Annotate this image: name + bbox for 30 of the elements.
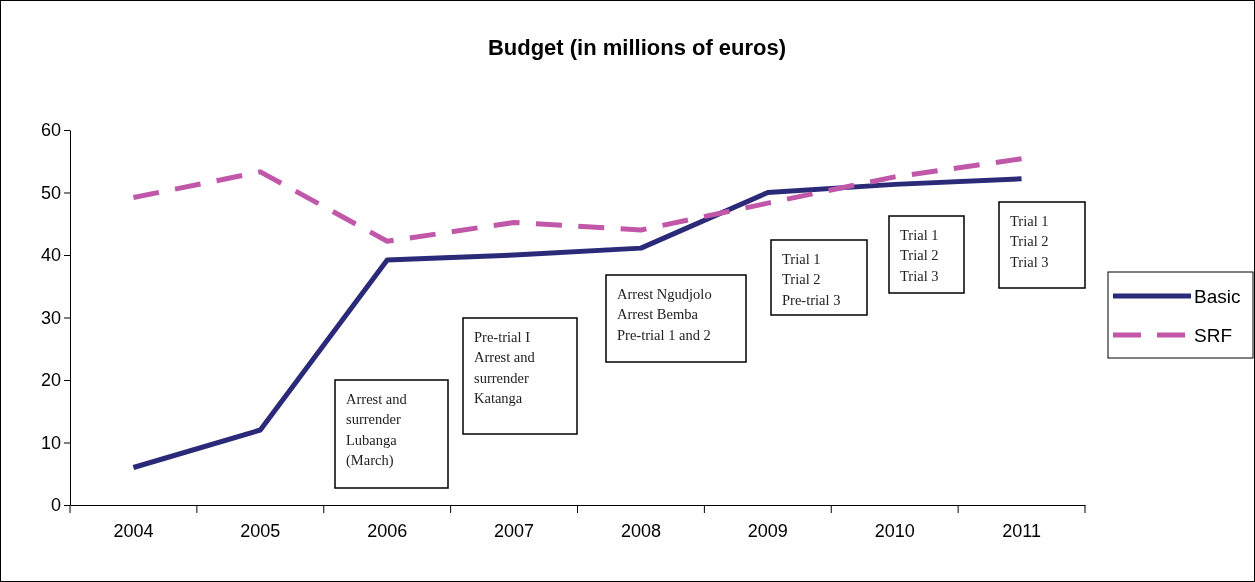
note-box: Pre-trial I Arrest and surrender Katanga: [462, 317, 578, 435]
legend-label: SRF: [1194, 325, 1232, 346]
x-tick-label: 2006: [367, 520, 408, 541]
y-tick-label: 20: [40, 370, 61, 391]
annotation: Trial 1 Trial 2 Pre-trial 3: [782, 251, 841, 308]
note-box: Arrest Ngudjolo Arrest Bemba Pre-trial 1 and 2: [605, 274, 747, 363]
y-tick-label: 0: [50, 495, 61, 516]
note-box: Arrest and surrender Lubanga (March): [334, 379, 449, 489]
annotation: Arrest Ngudjolo Arrest Bemba Pre-trial 1 and 2: [617, 286, 712, 343]
x-tick-label: 2011: [1002, 520, 1041, 541]
y-tick-label: 30: [40, 307, 61, 328]
x-tick-label: 2007: [494, 520, 535, 541]
annotation: Trial 1 Trial 2 Trial 3: [900, 227, 939, 284]
legend-label: Basic: [1194, 286, 1241, 307]
annotation: Pre-trial I Arrest and surrender Katanga: [474, 329, 536, 406]
x-tick-label: 2005: [240, 520, 281, 541]
x-tick-label: 2008: [620, 520, 661, 541]
note-box: Trial 1 Trial 2 Pre-trial 3: [770, 239, 868, 316]
y-tick-label: 40: [40, 245, 61, 266]
annotation: Arrest and surrender Lubanga (March): [346, 391, 408, 469]
x-tick-label: 2009: [747, 520, 788, 541]
note-box: Trial 1 Trial 2 Trial 3: [998, 201, 1086, 289]
y-tick-label: 60: [40, 120, 61, 141]
y-tick-label: 50: [40, 182, 61, 203]
x-tick-label: 2010: [874, 520, 915, 541]
annotation: Trial 1 Trial 2 Trial 3: [1010, 213, 1049, 270]
y-tick-label: 10: [40, 432, 61, 453]
x-tick-label: 2004: [113, 520, 154, 541]
chart-title: Budget (in millions of euros): [487, 35, 787, 60]
note-box: Trial 1 Trial 2 Trial 3: [888, 215, 965, 294]
